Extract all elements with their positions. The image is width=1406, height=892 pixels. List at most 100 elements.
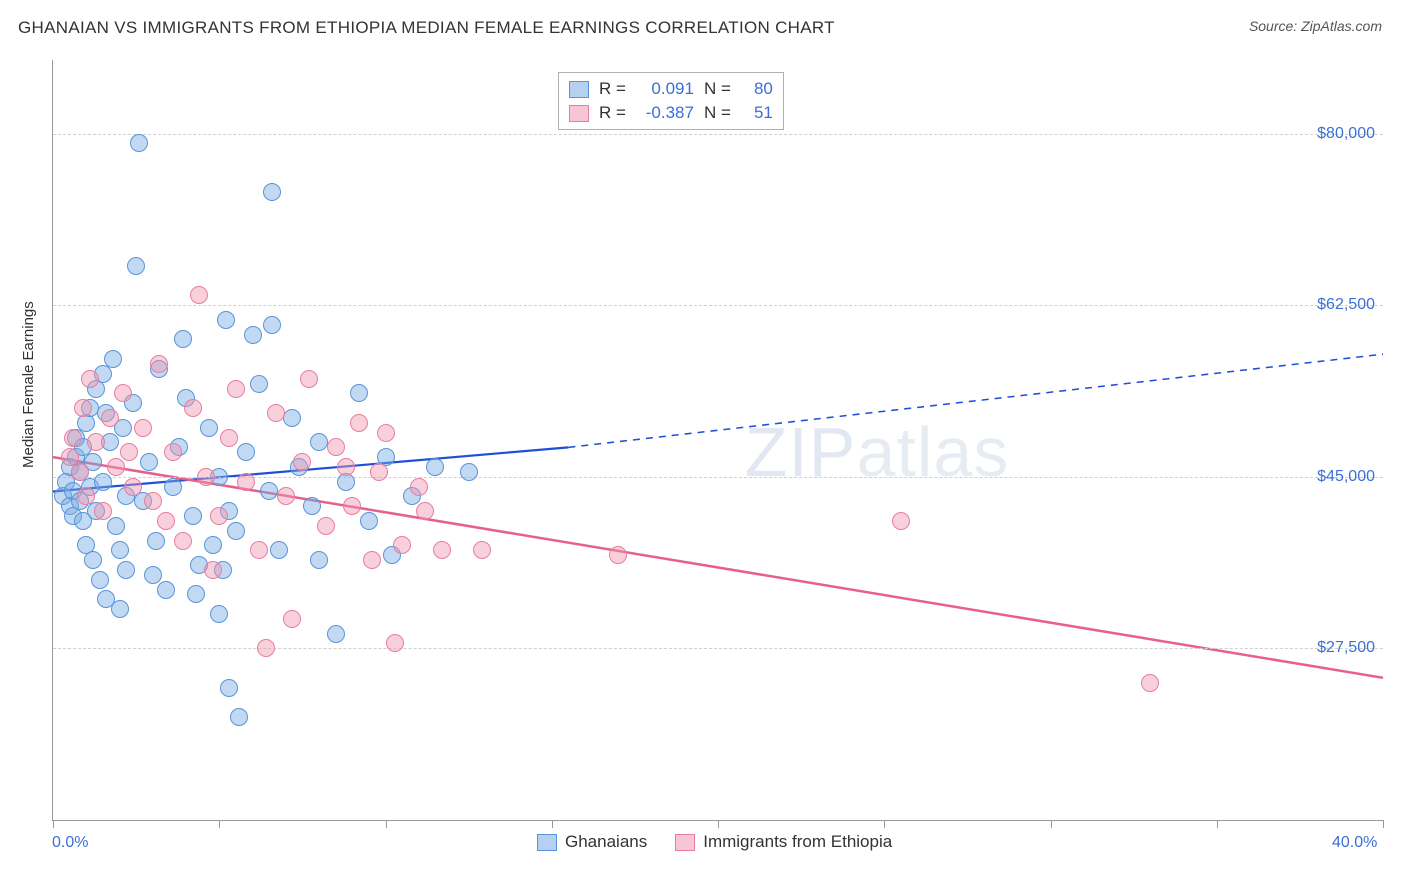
r-label: R =: [599, 103, 626, 123]
legend-item-ghanaians: Ghanaians: [537, 832, 647, 852]
scatter-point-ethiopia: [190, 286, 208, 304]
chart-header: GHANAIAN VS IMMIGRANTS FROM ETHIOPIA MED…: [0, 0, 1406, 46]
x-tick: [1051, 820, 1052, 828]
scatter-point-ethiopia: [370, 463, 388, 481]
x-tick: [53, 820, 54, 828]
legend-swatch-ethiopia: [675, 834, 695, 851]
bottom-legend: GhanaiansImmigrants from Ethiopia: [537, 832, 892, 852]
scatter-point-ghanaians: [184, 507, 202, 525]
scatter-point-ethiopia: [386, 634, 404, 652]
chart-source: Source: ZipAtlas.com: [1249, 18, 1382, 34]
scatter-point-ghanaians: [144, 566, 162, 584]
scatter-point-ghanaians: [250, 375, 268, 393]
scatter-point-ethiopia: [64, 429, 82, 447]
scatter-point-ethiopia: [410, 478, 428, 496]
n-label: N =: [704, 79, 731, 99]
scatter-point-ethiopia: [250, 541, 268, 559]
scatter-point-ethiopia: [134, 419, 152, 437]
swatch-ethiopia: [569, 105, 589, 122]
scatter-point-ethiopia: [337, 458, 355, 476]
x-tick: [884, 820, 885, 828]
scatter-point-ethiopia: [94, 502, 112, 520]
x-axis-min-label: 0.0%: [52, 834, 88, 852]
y-tick-label: $27,500: [1317, 639, 1375, 657]
scatter-point-ethiopia: [107, 458, 125, 476]
y-axis-label: Median Female Earnings: [20, 301, 37, 468]
scatter-point-ethiopia: [114, 384, 132, 402]
scatter-point-ethiopia: [473, 541, 491, 559]
scatter-point-ethiopia: [204, 561, 222, 579]
scatter-point-ethiopia: [1141, 674, 1159, 692]
x-axis-max-label: 40.0%: [1332, 834, 1377, 852]
scatter-point-ethiopia: [197, 468, 215, 486]
scatter-point-ghanaians: [310, 433, 328, 451]
plot-area: ZIPatlas R =0.091N =80R =-0.387N =51 $27…: [52, 60, 1383, 821]
scatter-point-ghanaians: [164, 478, 182, 496]
scatter-point-ghanaians: [310, 551, 328, 569]
scatter-point-ghanaians: [104, 350, 122, 368]
scatter-point-ethiopia: [283, 610, 301, 628]
y-tick-label: $62,500: [1317, 296, 1375, 314]
grid-line: [53, 134, 1383, 135]
source-name: ZipAtlas.com: [1301, 18, 1382, 34]
chart-title: GHANAIAN VS IMMIGRANTS FROM ETHIOPIA MED…: [18, 18, 835, 38]
scatter-point-ghanaians: [283, 409, 301, 427]
scatter-point-ethiopia: [150, 355, 168, 373]
scatter-point-ghanaians: [270, 541, 288, 559]
scatter-point-ghanaians: [210, 605, 228, 623]
scatter-point-ghanaians: [263, 183, 281, 201]
scatter-point-ghanaians: [84, 551, 102, 569]
scatter-point-ghanaians: [130, 134, 148, 152]
scatter-point-ghanaians: [426, 458, 444, 476]
scatter-point-ethiopia: [416, 502, 434, 520]
scatter-point-ethiopia: [293, 453, 311, 471]
scatter-point-ethiopia: [343, 497, 361, 515]
r-value-ethiopia: -0.387: [636, 103, 694, 123]
scatter-point-ethiopia: [210, 507, 228, 525]
stats-row-ethiopia: R =-0.387N =51: [569, 101, 773, 125]
stats-legend-box: R =0.091N =80R =-0.387N =51: [558, 72, 784, 130]
scatter-point-ghanaians: [460, 463, 478, 481]
scatter-point-ethiopia: [377, 424, 395, 442]
scatter-point-ethiopia: [237, 473, 255, 491]
scatter-point-ghanaians: [111, 541, 129, 559]
stats-row-ghanaians: R =0.091N =80: [569, 77, 773, 101]
scatter-point-ghanaians: [94, 473, 112, 491]
x-tick: [552, 820, 553, 828]
trend-line-ethiopia: [53, 457, 1383, 678]
scatter-point-ethiopia: [350, 414, 368, 432]
grid-line: [53, 648, 1383, 649]
scatter-point-ghanaians: [174, 330, 192, 348]
scatter-point-ghanaians: [117, 561, 135, 579]
scatter-point-ghanaians: [140, 453, 158, 471]
scatter-point-ghanaians: [227, 522, 245, 540]
chart-container: Median Female Earnings ZIPatlas R =0.091…: [0, 48, 1406, 892]
scatter-point-ethiopia: [71, 463, 89, 481]
source-prefix: Source:: [1249, 18, 1301, 34]
scatter-point-ethiopia: [87, 433, 105, 451]
scatter-point-ethiopia: [257, 639, 275, 657]
x-tick: [1217, 820, 1218, 828]
x-tick: [718, 820, 719, 828]
scatter-point-ghanaians: [91, 571, 109, 589]
legend-swatch-ghanaians: [537, 834, 557, 851]
trend-lines: [53, 60, 1383, 820]
scatter-point-ghanaians: [260, 482, 278, 500]
scatter-point-ghanaians: [147, 532, 165, 550]
swatch-ghanaians: [569, 81, 589, 98]
scatter-point-ethiopia: [164, 443, 182, 461]
scatter-point-ghanaians: [360, 512, 378, 530]
scatter-point-ethiopia: [393, 536, 411, 554]
scatter-point-ethiopia: [101, 409, 119, 427]
scatter-point-ethiopia: [77, 487, 95, 505]
x-tick: [1383, 820, 1384, 828]
grid-line: [53, 305, 1383, 306]
scatter-point-ethiopia: [184, 399, 202, 417]
scatter-point-ghanaians: [127, 257, 145, 275]
scatter-point-ghanaians: [263, 316, 281, 334]
scatter-point-ethiopia: [267, 404, 285, 422]
scatter-point-ethiopia: [124, 478, 142, 496]
y-tick-label: $45,000: [1317, 468, 1375, 486]
scatter-point-ethiopia: [327, 438, 345, 456]
x-tick: [219, 820, 220, 828]
